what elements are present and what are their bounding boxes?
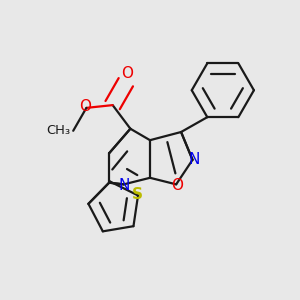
Text: CH₃: CH₃: [46, 124, 70, 137]
Text: N: N: [118, 178, 130, 193]
Text: O: O: [171, 178, 183, 194]
Text: N: N: [188, 152, 200, 167]
Text: O: O: [80, 99, 92, 114]
Text: S: S: [132, 187, 143, 202]
Text: O: O: [122, 66, 134, 81]
